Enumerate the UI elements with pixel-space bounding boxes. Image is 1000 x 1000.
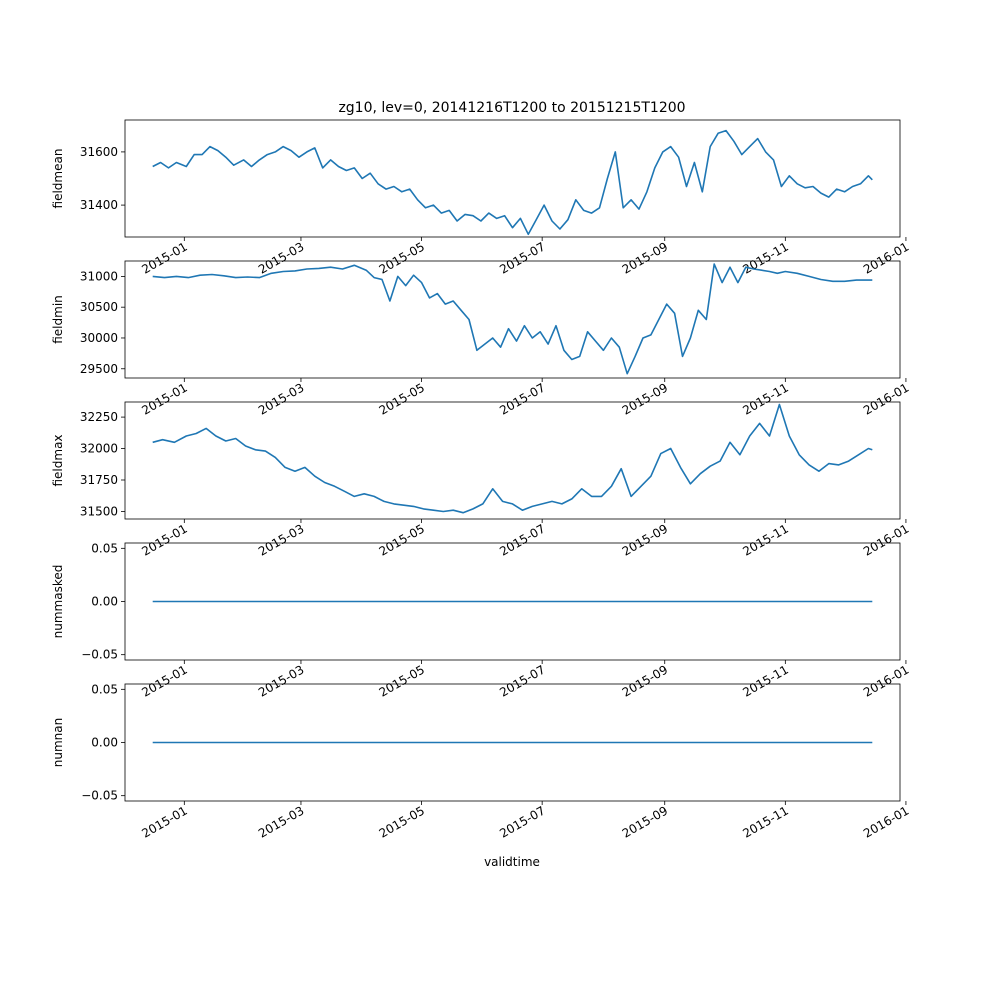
y-tick-label: −0.05 [81,648,118,662]
y-tick-label: 30500 [80,300,118,314]
y-axis-label: nummasked [51,565,65,639]
y-tick-label: 30000 [80,331,118,345]
y-axis-label: fieldmean [51,149,65,209]
axes-frame [124,260,901,379]
y-tick-label: 32000 [80,442,118,456]
series-line-fieldmax [152,403,873,514]
axes-frame [124,119,901,238]
y-tick-label: 0.05 [91,541,118,555]
y-axis-label: fieldmin [51,295,65,344]
y-tick-label: 31600 [80,145,118,159]
y-tick-label: 31500 [80,504,118,518]
axes-frame [124,401,901,520]
y-tick-label: 0.05 [91,682,118,696]
y-tick-label: 29500 [80,362,118,376]
y-tick-label: −0.05 [81,789,118,803]
y-tick-label: 31750 [80,473,118,487]
x-axis-label: validtime [484,855,540,869]
series-line-fieldmean [152,129,873,236]
y-tick-label: 0.00 [91,736,118,750]
figure-title: zg10, lev=0, 20141216T1200 to 20151215T1… [338,100,685,116]
y-tick-label: 31000 [80,269,118,283]
y-axis-label: fieldmax [51,434,65,486]
y-tick-label: 31400 [80,198,118,212]
y-axis-label: numnan [51,718,65,767]
series-line-fieldmin [152,263,873,375]
y-tick-label: 32250 [80,410,118,424]
y-tick-label: 0.00 [91,595,118,609]
